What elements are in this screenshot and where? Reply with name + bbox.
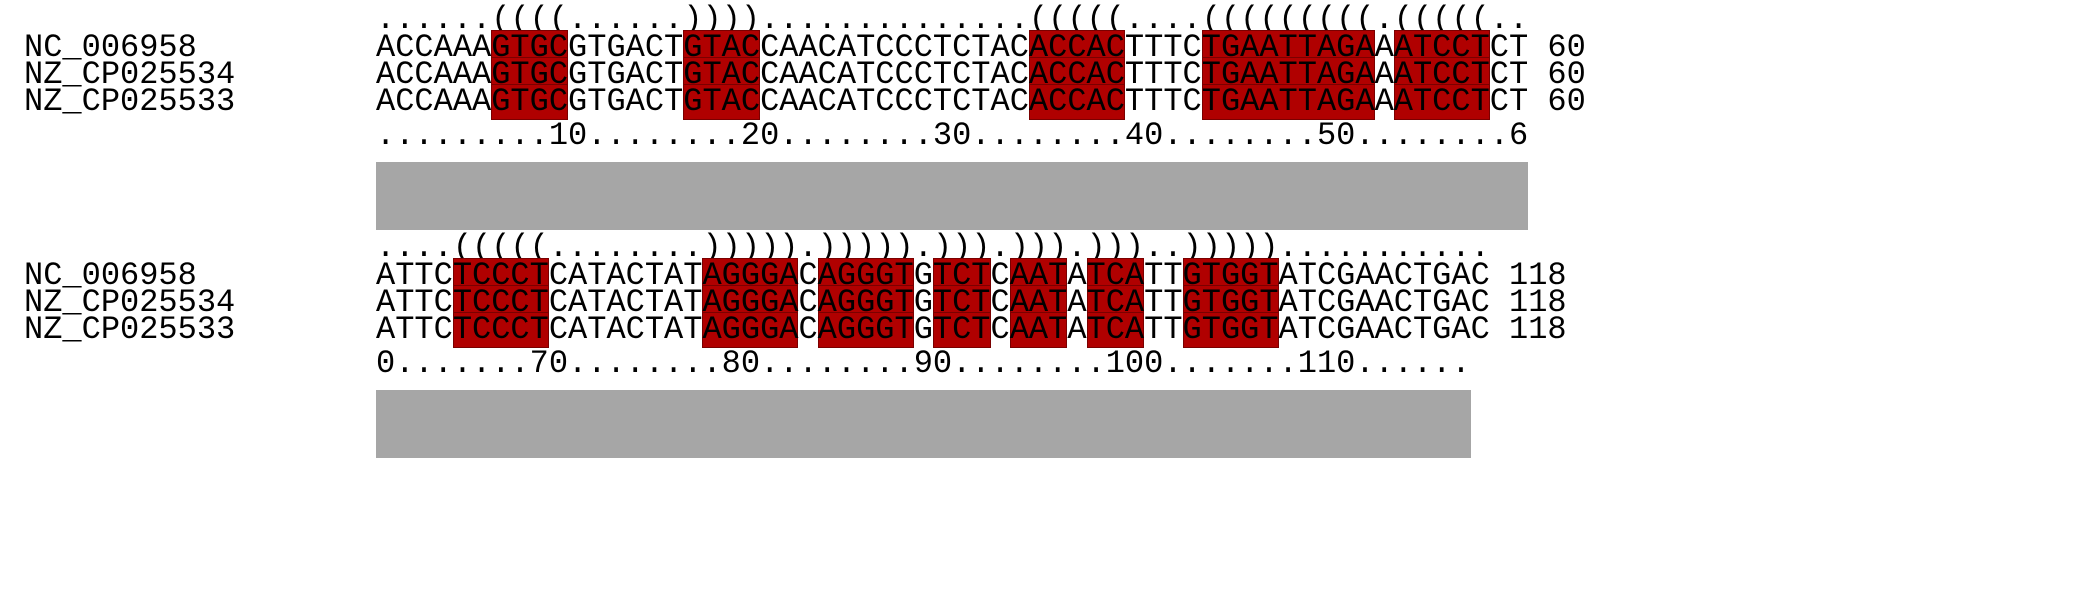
sequence-end-position: 60 <box>1547 83 1586 120</box>
paired-region-highlight <box>1086 312 1145 348</box>
sequence-end-position: 118 <box>1508 311 1567 348</box>
paired-region-highlight <box>932 312 991 348</box>
sequence-name: NZ_CP025534 <box>24 56 236 93</box>
position-ruler: .........10........20........30........4… <box>376 117 1529 154</box>
sequence-name: NZ_CP025534 <box>24 284 236 321</box>
sequence-row: ACCAAAGTGCGTGACTGTACCAACATCCCTCTACACCACT… <box>376 84 1586 120</box>
sequence-end-position: 60 <box>1547 56 1586 93</box>
conservation-bar <box>376 162 1529 230</box>
paired-region-highlight <box>683 84 761 120</box>
sequence-end-position: 118 <box>1508 284 1567 321</box>
sequence-row: ATTCTCCCTCATACTATAGGGACAGGGTGTCTCAATATCA… <box>376 312 1567 348</box>
position-ruler: 0.......70........80........90........10… <box>376 345 1471 382</box>
sequence-text: ATTCTCCCTCATACTATAGGGACAGGGTGTCTCAATATCA… <box>376 311 1490 348</box>
paired-region-highlight <box>452 312 549 348</box>
paired-region-highlight <box>491 84 569 120</box>
sequence-name: NZ_CP025533 <box>24 311 236 348</box>
sequence-text: ACCAAAGTGCGTGACTGTACCAACATCCCTCTACACCACT… <box>376 83 1529 120</box>
paired-region-highlight <box>1009 312 1068 348</box>
paired-region-highlight <box>702 312 799 348</box>
sequence-name: NC_006958 <box>24 257 197 294</box>
paired-region-highlight <box>817 312 914 348</box>
paired-region-highlight <box>1182 312 1279 348</box>
sequence-name: NC_006958 <box>24 29 197 66</box>
sequence-end-position: 118 <box>1508 257 1567 294</box>
paired-region-highlight <box>1201 84 1375 120</box>
paired-region-highlight <box>1028 84 1125 120</box>
sequence-end-position: 60 <box>1547 29 1586 66</box>
paired-region-highlight <box>1393 84 1490 120</box>
sequence-name: NZ_CP025533 <box>24 83 236 120</box>
conservation-bar <box>376 390 1471 458</box>
